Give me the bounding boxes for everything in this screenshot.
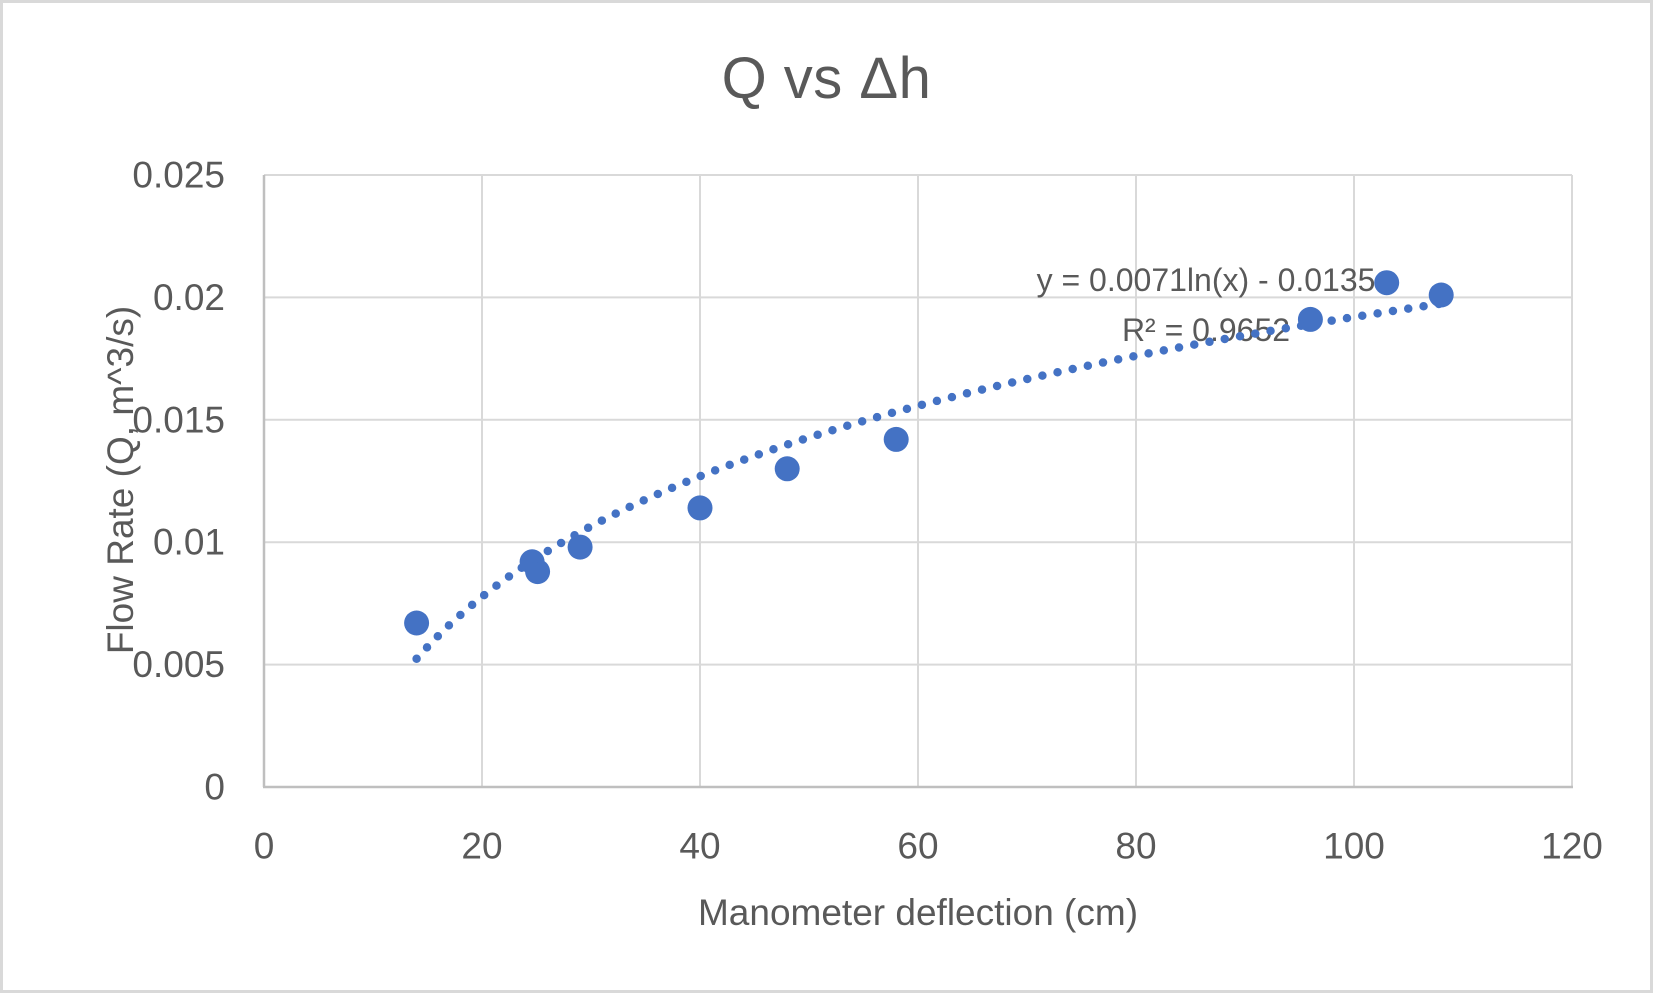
y-tick-label: 0.01 (153, 522, 225, 563)
y-tick-label: 0.005 (132, 644, 225, 685)
x-axis-title: Manometer deflection (cm) (697, 892, 1139, 933)
y-tick-label: 0.015 (132, 399, 225, 440)
plot-background-layer: 0 20 40 60 80 100 120 0 0.005 0.01 0.015 0.02 0.025 (132, 155, 1602, 867)
trendline-equation: y = 0.0071ln(x) - 0.0135 (1037, 262, 1376, 298)
data-point (883, 426, 909, 452)
x-tick-label: 0 (254, 826, 275, 867)
y-tick-label: 0 (204, 767, 225, 808)
data-point (687, 495, 713, 521)
x-tick-label: 100 (1323, 826, 1385, 867)
x-tick-label: 120 (1541, 826, 1603, 867)
plot-data-layer (404, 270, 1454, 664)
plot-svg: 0 20 40 60 80 100 12000.0050.010.0150.020.025 … (132, 155, 1602, 867)
x-tick-label: 80 (1115, 826, 1156, 867)
x-tick-label: 20 (461, 826, 502, 867)
chart-title: Q vs Δh (721, 46, 932, 111)
data-point (525, 559, 551, 585)
data-point (1374, 270, 1400, 296)
data-point (404, 610, 430, 636)
x-tick-label: 40 (679, 826, 720, 867)
y-tick-label: 0.02 (153, 277, 225, 318)
y-tick-label: 0.025 (132, 155, 225, 196)
trendline (412, 298, 1451, 664)
data-point (567, 534, 593, 560)
x-tick-label: 60 (897, 826, 938, 867)
data-point (1428, 282, 1454, 308)
data-point (774, 456, 800, 482)
